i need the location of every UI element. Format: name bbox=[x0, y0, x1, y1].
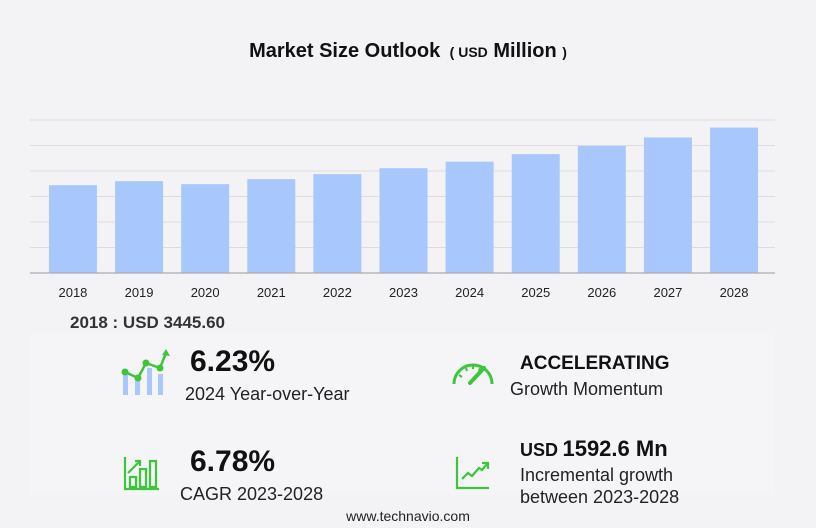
momentum-label: Growth Momentum bbox=[510, 379, 664, 399]
x-tick-label: 2025 bbox=[521, 285, 550, 300]
bar-2027 bbox=[643, 137, 692, 273]
incremental-label-2: between 2023-2028 bbox=[520, 487, 680, 507]
trend-bar-chart-icon bbox=[121, 349, 170, 395]
line-growth-icon bbox=[455, 457, 490, 490]
bar-2028 bbox=[710, 127, 759, 273]
yoy-value: 6.23% bbox=[190, 345, 276, 378]
unit-main: Million bbox=[493, 40, 557, 62]
bar-2020 bbox=[181, 184, 230, 273]
cagr-value: 6.78% bbox=[190, 445, 276, 478]
x-tick-label: 2026 bbox=[587, 285, 616, 300]
bar-2024 bbox=[445, 161, 494, 273]
title-main: Market Size Outlook bbox=[249, 40, 441, 62]
x-tick-label: 2024 bbox=[455, 285, 484, 300]
incremental-prefix: USD bbox=[520, 440, 559, 460]
unit-currency: USD bbox=[458, 44, 488, 60]
incremental-value: USD 1592.6 Mn bbox=[520, 436, 668, 462]
incremental-label-1: Incremental growth bbox=[520, 465, 674, 485]
cagr-label: CAGR 2023-2028 bbox=[180, 484, 324, 504]
bar-2025 bbox=[511, 154, 560, 273]
x-tick-label: 2027 bbox=[653, 285, 682, 300]
footer-url: www.technavio.com bbox=[346, 508, 470, 524]
x-tick-label: 2022 bbox=[323, 285, 352, 300]
yoy-label: 2024 Year-over-Year bbox=[185, 384, 350, 404]
bar-2019 bbox=[115, 181, 164, 273]
chart-title: Market Size Outlook ( USD Million ) bbox=[0, 40, 816, 63]
bar-2022 bbox=[313, 174, 362, 273]
bar-2018 bbox=[48, 185, 97, 273]
bar-2021 bbox=[247, 179, 296, 273]
x-tick-label: 2020 bbox=[191, 285, 220, 300]
speedometer-icon bbox=[452, 363, 494, 385]
title-unit: ( USD bbox=[446, 44, 488, 60]
bar-chart: 2018 2019 2020 2021 2022 2023 2024 2025 2026 2027… bbox=[30, 119, 775, 300]
unit-close: ) bbox=[562, 44, 567, 60]
momentum-value: ACCELERATING bbox=[520, 353, 670, 374]
bar-2026 bbox=[577, 146, 626, 273]
incremental-amount: 1592.6 Mn bbox=[562, 436, 668, 461]
bar-growth-icon bbox=[123, 457, 159, 491]
base-year-value: 2018 : USD 3445.60 bbox=[70, 313, 225, 332]
bar-2023 bbox=[379, 168, 428, 273]
x-tick-label: 2028 bbox=[720, 285, 749, 300]
unit-open: ( bbox=[449, 44, 455, 60]
x-tick-label: 2021 bbox=[257, 285, 286, 300]
x-tick-label: 2019 bbox=[125, 285, 154, 300]
x-tick-label: 2023 bbox=[389, 285, 418, 300]
stats-panel bbox=[30, 335, 775, 495]
x-tick-label: 2018 bbox=[58, 285, 87, 300]
